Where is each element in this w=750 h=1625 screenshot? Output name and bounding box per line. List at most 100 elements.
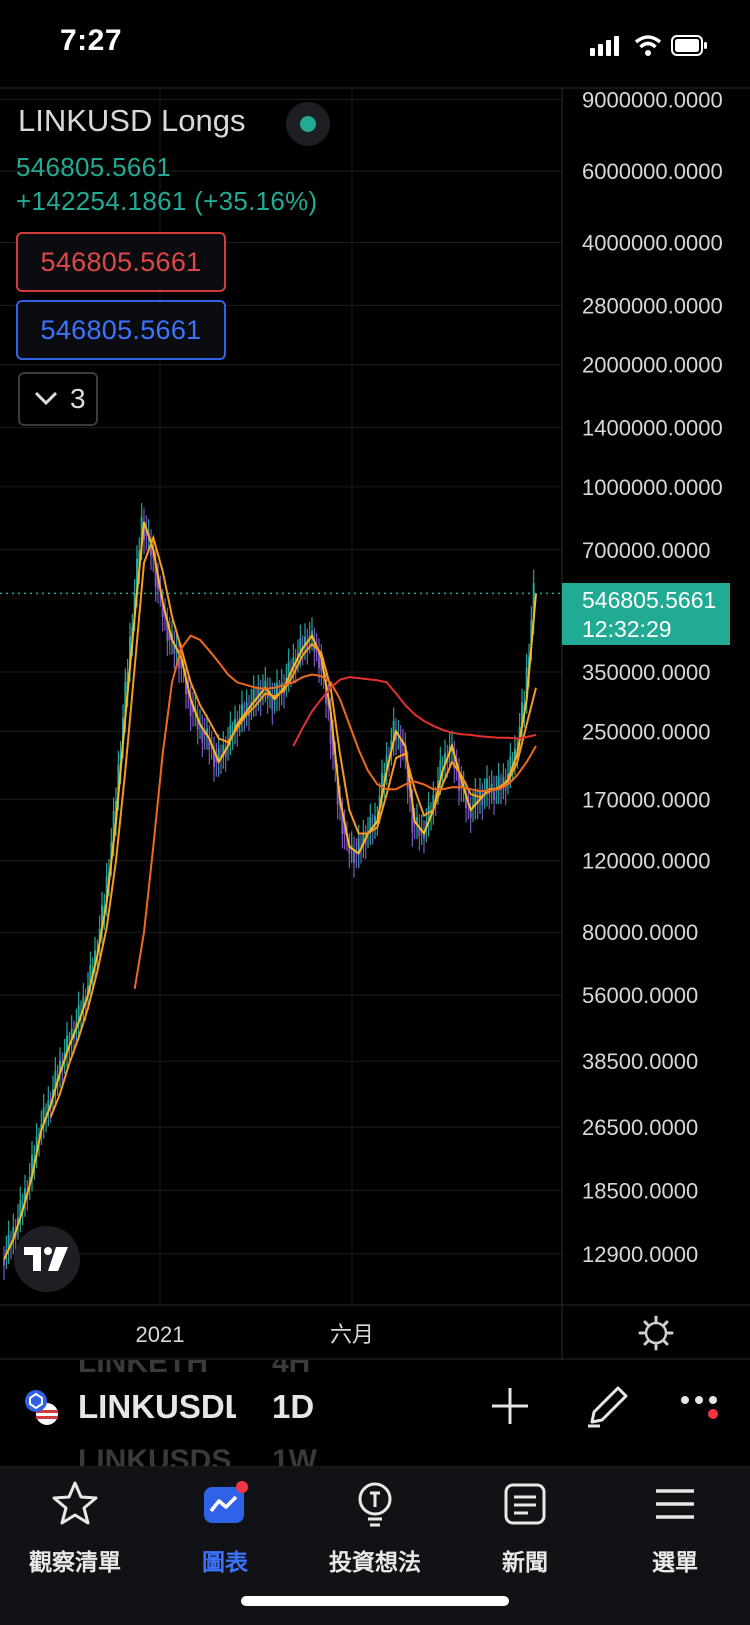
candle-body	[465, 794, 467, 808]
candle-body	[507, 773, 509, 780]
candle-body	[318, 652, 320, 669]
candle-body	[395, 731, 397, 741]
drawing-pencil-icon[interactable]	[584, 1382, 632, 1430]
lightbulb-icon	[358, 1482, 392, 1527]
candle-body	[362, 833, 365, 844]
candle-body	[89, 965, 92, 986]
candle-body	[112, 811, 115, 842]
price-axis-label: 18500.0000	[582, 1178, 698, 1203]
candle-body	[353, 850, 355, 863]
candle-body	[509, 756, 512, 774]
candle-body	[369, 817, 372, 831]
status-icons	[590, 35, 707, 56]
candle-body	[206, 728, 208, 735]
sell-button[interactable]: 546805.5661	[16, 232, 226, 292]
candle-body	[245, 703, 248, 712]
tradingview-logo[interactable]	[14, 1226, 80, 1292]
price-axis-label: 12900.0000	[582, 1242, 698, 1267]
candle-body	[227, 740, 229, 747]
symbol-picker-ghost-above: LINKETH	[78, 1360, 208, 1379]
candle-body	[54, 1070, 57, 1090]
chart-grid	[0, 88, 562, 1305]
tab-menu-label: 選單	[652, 1549, 698, 1575]
time-axis-label: 2021	[136, 1322, 185, 1347]
candle-body	[518, 726, 521, 741]
symbol-bar: LINKETH 4H LINKUSDS 1W LINKUSDLONGS 1D	[0, 1360, 750, 1466]
candle-body	[229, 724, 232, 741]
candle-body	[145, 528, 148, 536]
candle-body	[87, 985, 89, 996]
tab-chart-label: 圖表	[202, 1549, 248, 1575]
candle-body	[185, 678, 187, 695]
indicators-collapse-button[interactable]: 3	[18, 372, 98, 426]
tab-ideas[interactable]: 投資想法	[300, 1467, 450, 1577]
candle-body	[168, 630, 171, 640]
candle-body	[502, 776, 505, 785]
candle-body	[257, 688, 260, 697]
candle-body	[150, 542, 152, 556]
candle-body	[341, 811, 344, 834]
candle-body	[514, 748, 516, 761]
candle-body	[180, 657, 183, 668]
timeframe-selector[interactable]: 1D	[272, 1388, 315, 1425]
symbol-legend-title[interactable]: LINKUSD Longs	[18, 103, 246, 138]
candle-body	[311, 630, 313, 636]
buy-button[interactable]: 546805.5661	[16, 300, 226, 360]
chart-icon	[204, 1481, 248, 1523]
series-line-3	[133, 634, 537, 990]
price-axis-label: 26500.0000	[582, 1115, 698, 1140]
candle-body	[5, 1249, 8, 1255]
series-line-2	[49, 534, 537, 1118]
price-axis-label: 80000.0000	[582, 920, 698, 945]
candles	[3, 503, 535, 1281]
candle-body	[208, 738, 211, 750]
candle-body	[490, 784, 493, 790]
candle-body	[124, 682, 127, 718]
candle-body	[374, 816, 376, 825]
candle-body	[24, 1188, 26, 1203]
candle-body	[390, 741, 393, 751]
symbol-name[interactable]: LINKUSDLONGS	[78, 1388, 236, 1425]
candle-body	[52, 1089, 54, 1098]
price-chart[interactable]: 9000000.0000 6000000.0000 4000000.0000 2800…	[0, 0, 750, 1360]
candle-body	[418, 827, 421, 836]
price-axis-label: 120000.0000	[582, 849, 710, 874]
time-axis-label: 六月	[330, 1322, 374, 1347]
candle-body	[299, 638, 302, 654]
tab-news[interactable]: 新聞	[450, 1467, 600, 1577]
tab-chart[interactable]: 圖表	[150, 1467, 300, 1577]
candle-body	[19, 1200, 22, 1218]
symbol-picker-ghost-below: LINKUSDS	[78, 1444, 232, 1466]
candle-body	[28, 1176, 31, 1186]
tab-menu[interactable]: 選單	[600, 1467, 750, 1577]
market-status-indicator[interactable]	[286, 102, 330, 146]
candle-body	[458, 771, 460, 791]
candle-body	[31, 1154, 33, 1177]
candle-body	[292, 657, 295, 668]
candle-body	[276, 683, 278, 697]
candle-body	[406, 764, 409, 790]
last-price-tag-value: 546805.5661	[582, 587, 717, 613]
candle-body	[234, 719, 236, 730]
add-plus-icon[interactable]	[490, 1386, 530, 1426]
candle-body	[173, 644, 176, 655]
candle-body	[264, 680, 267, 688]
candle-body	[399, 738, 402, 754]
candle-body	[385, 755, 388, 771]
price-axis-label: 38500.0000	[582, 1049, 698, 1074]
more-options-icon[interactable]	[680, 1392, 730, 1422]
newspaper-icon	[504, 1483, 546, 1525]
candle-body	[105, 876, 108, 902]
candle-body	[129, 636, 131, 668]
candle-body	[252, 688, 255, 703]
candle-body	[416, 817, 418, 825]
candle-body	[425, 821, 428, 828]
bar-countdown: 12:32:29	[582, 616, 672, 642]
tab-watchlist[interactable]: 觀察清單	[0, 1467, 150, 1577]
candle-body	[224, 750, 227, 757]
candle-body	[481, 796, 484, 806]
candle-body	[12, 1227, 15, 1240]
status-time: 7:27	[60, 24, 123, 57]
candle-body	[189, 699, 192, 717]
candle-body	[444, 753, 446, 765]
